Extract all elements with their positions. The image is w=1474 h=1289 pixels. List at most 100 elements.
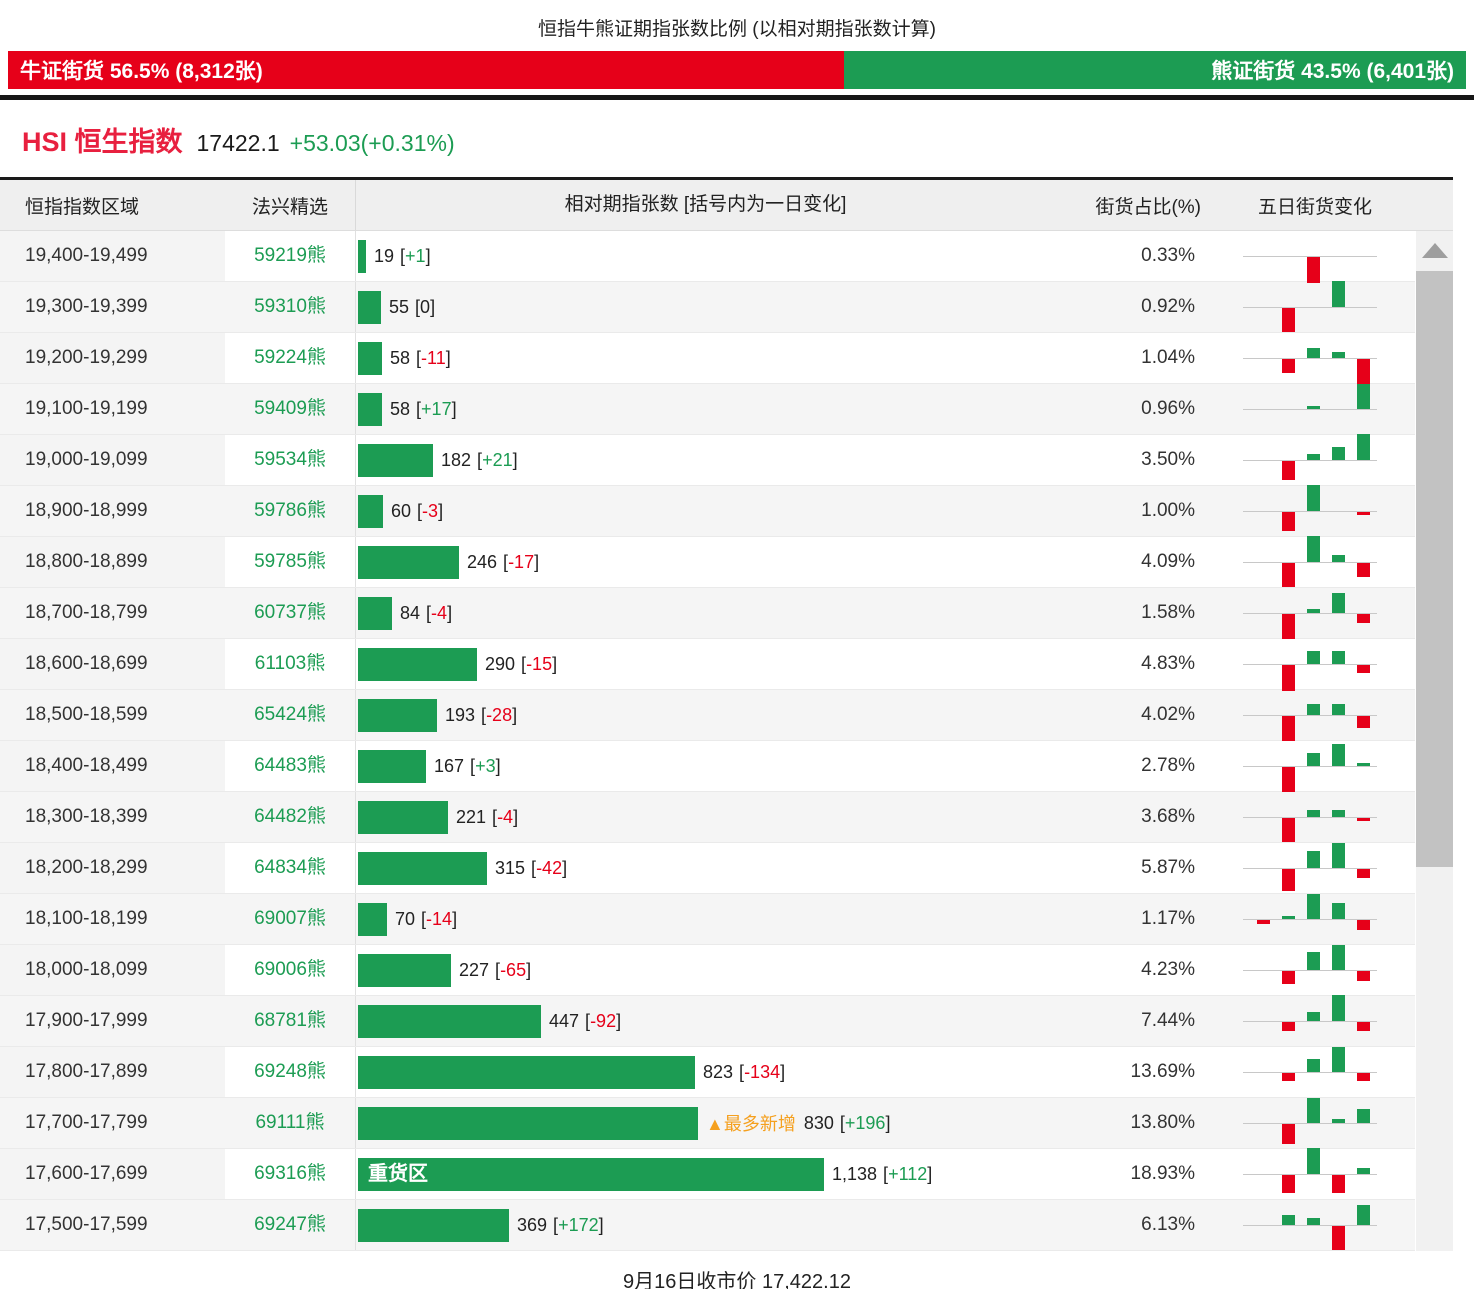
- index-range: 17,800-17,899: [0, 1047, 225, 1097]
- product-code-link[interactable]: 69248熊: [225, 1047, 355, 1097]
- product-code-link[interactable]: 59534熊: [225, 435, 355, 485]
- contracts-cell: 182 [+21]: [355, 435, 1055, 485]
- product-code-link[interactable]: 59310熊: [225, 282, 355, 332]
- table-row: 18,700-18,799 60737熊 84 [-4] 1.58%: [0, 588, 1415, 639]
- product-code-link[interactable]: 69006熊: [225, 945, 355, 995]
- outstanding-pct: 4.23%: [1055, 945, 1215, 995]
- scrollbar-thumb[interactable]: [1416, 271, 1453, 867]
- contracts-bar: [358, 1209, 509, 1242]
- one-day-change: -14: [426, 909, 452, 930]
- five-day-chart: [1215, 231, 1415, 281]
- contracts-bar: [358, 597, 392, 630]
- bracket-close: ]: [426, 246, 431, 267]
- product-code-link[interactable]: 59786熊: [225, 486, 355, 536]
- outstanding-pct: 1.04%: [1055, 333, 1215, 383]
- outstanding-pct: 7.44%: [1055, 996, 1215, 1046]
- table-row: 19,300-19,399 59310熊 55 [0] 0.92%: [0, 282, 1415, 333]
- one-day-change: -11: [421, 348, 446, 369]
- product-code-link[interactable]: 60737熊: [225, 588, 355, 638]
- product-code-link[interactable]: 61103熊: [225, 639, 355, 689]
- one-day-change: +1: [405, 246, 426, 267]
- one-day-change: -65: [500, 960, 526, 981]
- outstanding-pct: 13.69%: [1055, 1047, 1215, 1097]
- table-row: 19,200-19,299 59224熊 58 [-11] 1.04%: [0, 333, 1415, 384]
- outstanding-pct: 1.17%: [1055, 894, 1215, 944]
- product-code-link[interactable]: 69247熊: [225, 1200, 355, 1250]
- contracts-cell: 369 [+172]: [355, 1200, 1055, 1250]
- table-row: 19,000-19,099 59534熊 182 [+21] 3.50%: [0, 435, 1415, 486]
- contracts-value: 830: [804, 1113, 834, 1134]
- product-code-link[interactable]: 69007熊: [225, 894, 355, 944]
- five-day-chart: [1215, 843, 1415, 893]
- five-day-baseline: [1243, 766, 1377, 767]
- product-code-link[interactable]: 59219熊: [225, 231, 355, 281]
- table-row: 17,500-17,599 69247熊 369 [+172] 6.13%: [0, 1200, 1415, 1251]
- product-code-link[interactable]: 68781熊: [225, 996, 355, 1046]
- max-increase-annotation: ▲最多新增: [706, 1110, 796, 1136]
- product-code-link[interactable]: 59785熊: [225, 537, 355, 587]
- product-code-link[interactable]: 59409熊: [225, 384, 355, 434]
- one-day-change: -42: [536, 858, 562, 879]
- contracts-value: 447: [549, 1011, 579, 1032]
- five-day-chart: [1215, 690, 1415, 740]
- five-day-baseline: [1243, 1123, 1377, 1124]
- outstanding-pct: 4.09%: [1055, 537, 1215, 587]
- product-code-link[interactable]: 69316熊: [225, 1149, 355, 1199]
- contracts-cell: 823 [-134]: [355, 1047, 1055, 1097]
- contracts-cell: 193 [-28]: [355, 690, 1055, 740]
- product-code-link[interactable]: 64482熊: [225, 792, 355, 842]
- contracts-value: 193: [445, 705, 475, 726]
- contracts-bar: [358, 648, 477, 681]
- one-day-change: +172: [558, 1215, 599, 1236]
- one-day-change: +21: [482, 450, 513, 471]
- outstanding-pct: 4.83%: [1055, 639, 1215, 689]
- product-code-link[interactable]: 69111熊: [225, 1098, 355, 1148]
- contracts-value: 55: [389, 297, 409, 318]
- bracket-close: ]: [534, 552, 539, 573]
- one-day-change: 0: [420, 297, 430, 318]
- scrollbar-up-arrow-icon[interactable]: [1422, 243, 1448, 258]
- outstanding-pct: 0.96%: [1055, 384, 1215, 434]
- five-day-baseline: [1243, 307, 1377, 308]
- index-range: 19,200-19,299: [0, 333, 225, 383]
- contracts-bar: [358, 954, 451, 987]
- scrollbar-track[interactable]: [1416, 231, 1453, 1251]
- one-day-change: +112: [888, 1164, 927, 1185]
- contracts-bar: [358, 852, 487, 885]
- table-body: 19,400-19,499 59219熊 19 [+1] 0.33% 19,30…: [0, 231, 1474, 1251]
- index-range: 19,300-19,399: [0, 282, 225, 332]
- five-day-baseline: [1243, 1225, 1377, 1226]
- bracket-close: ]: [562, 858, 567, 879]
- contracts-cell: 19 [+1]: [355, 231, 1055, 281]
- bracket-close: ]: [513, 807, 518, 828]
- one-day-change: -17: [508, 552, 534, 573]
- bracket-close: ]: [452, 399, 457, 420]
- five-day-baseline: [1243, 1174, 1377, 1175]
- contracts-cell: 58 [+17]: [355, 384, 1055, 434]
- product-code-link[interactable]: 64483熊: [225, 741, 355, 791]
- product-code-link[interactable]: 59224熊: [225, 333, 355, 383]
- product-code-link[interactable]: 65424熊: [225, 690, 355, 740]
- index-range: 19,100-19,199: [0, 384, 225, 434]
- index-range: 18,500-18,599: [0, 690, 225, 740]
- contracts-value: 167: [434, 756, 464, 777]
- contracts-bar: [358, 240, 366, 273]
- bracket-close: ]: [599, 1215, 604, 1236]
- index-header: HSI 恒生指数 17422.1 +53.03(+0.31%): [0, 100, 1474, 177]
- bear-ratio-segment: 熊证街货 43.5% (6,401张): [844, 51, 1466, 89]
- table-header: 恒指指数区域 法兴精选 相对期指张数 [括号内为一日变化] 街货占比(%) 五日…: [0, 177, 1453, 231]
- outstanding-pct: 3.68%: [1055, 792, 1215, 842]
- contracts-bar: [358, 342, 382, 375]
- five-day-chart: [1215, 1200, 1415, 1250]
- product-code-link[interactable]: 64834熊: [225, 843, 355, 893]
- five-day-baseline: [1243, 409, 1377, 410]
- contracts-bar: [358, 699, 437, 732]
- one-day-change: -92: [590, 1011, 616, 1032]
- contracts-value: 19: [374, 246, 394, 267]
- one-day-change: +196: [845, 1113, 886, 1134]
- bracket-close: ]: [780, 1062, 785, 1083]
- index-range: 18,700-18,799: [0, 588, 225, 638]
- contracts-value: 290: [485, 654, 515, 675]
- bracket-close: ]: [446, 348, 451, 369]
- table-row: 19,400-19,499 59219熊 19 [+1] 0.33%: [0, 231, 1415, 282]
